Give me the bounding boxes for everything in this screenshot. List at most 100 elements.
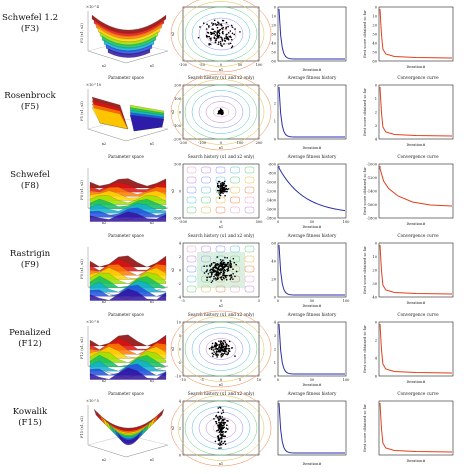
search-point: [221, 111, 223, 113]
avg-y-tick: 1: [274, 361, 276, 365]
search-point: [218, 349, 221, 352]
search-point: [216, 347, 219, 350]
history-x-tick: 0: [220, 63, 223, 67]
row-function-name: Rosenbrock: [4, 91, 56, 101]
conv-iteration-label: Iteration#: [407, 65, 426, 69]
search-point: [197, 36, 200, 39]
search-point: [211, 269, 214, 271]
convergence-line: [379, 323, 453, 374]
history-y-tick: 2: [179, 427, 181, 431]
search-point: [215, 37, 218, 40]
avg-y-tick: 60: [271, 242, 276, 246]
history-x2-label: x2: [171, 426, 175, 430]
history-y-tick: -10: [175, 375, 182, 379]
search-point: [223, 271, 225, 274]
search-point: [210, 264, 213, 266]
contour-cell: [244, 196, 255, 204]
search-point: [209, 276, 212, 278]
search-point: [219, 28, 222, 31]
contour-cell: [215, 285, 226, 293]
search-point: [226, 33, 228, 36]
avg-y-tick: 0: [274, 375, 277, 379]
search-point: [230, 24, 233, 27]
contour-ellipse: [205, 338, 237, 360]
search-point: [222, 442, 225, 445]
contour-ellipse: [177, 316, 265, 382]
title-convergence-curve: Convergence curve: [397, 391, 439, 396]
search-point: [221, 278, 223, 281]
search-point: [218, 189, 221, 192]
search-point: [212, 271, 214, 274]
history-y-tick: 0: [179, 190, 182, 194]
contour-cell: [230, 255, 240, 263]
contour-ellipse: [177, 79, 265, 145]
conv-axes-box: [378, 242, 454, 298]
conv-axes-box: [378, 321, 454, 377]
search-point: [211, 22, 213, 24]
search-point: [206, 23, 208, 26]
avg-y-tick: 40: [271, 42, 276, 46]
search-history-plot: 4 2 0 x1 x2: [170, 389, 272, 467]
search-point: [213, 19, 216, 22]
search-point: [225, 427, 228, 429]
search-point: [214, 264, 216, 267]
title-search-history: Search history (x1 and x2 only): [188, 391, 255, 396]
title-parameter-space: Parameter space: [108, 312, 144, 317]
search-point: [209, 37, 211, 40]
search-point: [210, 271, 213, 273]
avg-x-tick: 50: [310, 378, 315, 382]
search-point: [216, 278, 219, 281]
search-point: [209, 265, 212, 268]
history-x1-label: x1: [219, 383, 223, 387]
search-point: [220, 37, 223, 39]
convergence-line: [379, 166, 453, 207]
search-point: [215, 422, 218, 425]
search-point: [214, 23, 217, 25]
search-point: [208, 347, 211, 350]
history-y-tick: 500: [174, 163, 182, 167]
search-point: [222, 26, 225, 29]
search-point: [211, 28, 213, 30]
figure-row-2: Rosenbrock(F5) Parameter space Search hist…: [4, 73, 454, 151]
search-point: [218, 197, 221, 199]
conv-y-tick: 0: [375, 84, 378, 88]
search-point: [214, 34, 217, 37]
search-point: [227, 420, 229, 422]
average-fitness-plot: Iteration#: [277, 400, 347, 466]
search-point: [216, 430, 218, 432]
search-point: [202, 22, 205, 24]
search-point: [226, 188, 229, 191]
avg-x-tick: 50: [310, 299, 315, 303]
search-point: [217, 350, 219, 353]
search-point: [213, 351, 216, 353]
search-point: [223, 418, 226, 420]
search-point: [216, 344, 219, 346]
average-fitness-plot: 3 2 1 0 Iteration#: [274, 84, 347, 150]
search-point: [205, 28, 208, 30]
search-point: [211, 24, 214, 26]
search-point: [219, 422, 222, 424]
search-point: [222, 259, 224, 261]
conv-y-tick: 0: [375, 321, 378, 325]
figure-row-6: Kowalik(F15) Parameter space Search histor…: [13, 389, 454, 467]
conv-iteration-label: Iteration#: [407, 459, 426, 463]
surface-exponent-label: ×10^4: [86, 5, 100, 9]
search-point: [219, 112, 221, 115]
search-point: [221, 190, 224, 193]
search-point: [220, 417, 222, 420]
avg-axes-box: [277, 84, 347, 140]
search-point: [222, 419, 225, 422]
search-point: [228, 340, 231, 343]
surface-band: [107, 48, 151, 58]
history-x-tick: 100: [237, 141, 245, 145]
conv-axes-box: [378, 6, 454, 62]
avg-y-tick: 60: [271, 60, 276, 64]
title-search-history: Search history (x1 and x2 only): [188, 233, 255, 238]
avg-iteration-label: Iteration#: [303, 146, 322, 150]
search-point: [217, 417, 219, 419]
avg-y-tick: 4: [274, 321, 277, 325]
surface-band: [89, 280, 167, 293]
search-point: [216, 23, 219, 26]
avg-y-tick: 50: [271, 51, 276, 55]
